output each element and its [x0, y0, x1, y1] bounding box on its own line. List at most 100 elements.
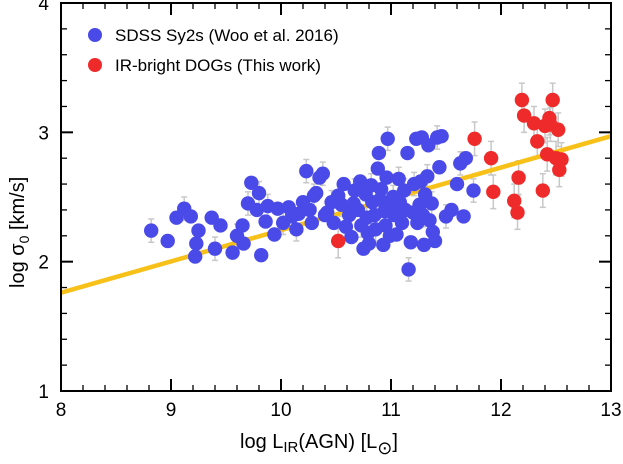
sdss-point	[213, 218, 228, 233]
y-tick-label: 3	[38, 123, 49, 144]
plot-frame	[60, 2, 612, 392]
points-group	[144, 92, 569, 277]
dog-point	[486, 184, 501, 200]
legend-marker-dogs	[88, 58, 102, 72]
sdss-point	[403, 235, 418, 250]
y-tick-label: 2	[38, 253, 49, 274]
sdss-point	[267, 227, 282, 242]
sdss-point	[289, 222, 304, 237]
sdss-point	[432, 160, 447, 175]
sdss-point	[258, 214, 273, 229]
sdss-point	[361, 236, 377, 251]
x-axis-label-prefix: log L	[240, 431, 283, 453]
x-tick-label: 9	[166, 400, 177, 421]
sdss-point	[270, 201, 285, 216]
sdss-point	[336, 176, 351, 192]
dog-point	[530, 134, 545, 149]
sdss-point	[389, 227, 404, 242]
dog-point	[554, 152, 569, 167]
dog-point	[510, 205, 525, 220]
sdss-point	[444, 202, 459, 218]
sdss-point	[291, 206, 306, 222]
sdss-point	[244, 175, 259, 190]
sdss-point	[191, 223, 206, 238]
x-tick-label: 11	[381, 400, 401, 421]
dog-point	[507, 193, 522, 209]
sdss-point	[456, 209, 471, 224]
y-axis-label: log σ0 [km/s]	[7, 177, 32, 288]
sdss-point	[251, 185, 267, 201]
sdss-point	[427, 233, 443, 249]
sdss-point	[160, 233, 175, 249]
sdss-point	[304, 215, 319, 231]
sdss-point	[299, 163, 314, 179]
y-axis-label-sub: 0	[16, 235, 32, 243]
x-tick-label: 13	[600, 400, 621, 421]
dog-point	[516, 108, 532, 123]
sdss-point	[422, 213, 437, 228]
sdss-point	[416, 237, 432, 253]
sdss-point	[249, 202, 264, 218]
dog-point	[545, 92, 560, 108]
plot-area	[61, 82, 611, 295]
sdss-point	[254, 248, 269, 263]
sdss-point	[236, 236, 251, 251]
sdss-point	[401, 262, 416, 277]
sdss-point	[371, 145, 387, 161]
x-axis-label-close: ]	[392, 431, 398, 453]
sdss-point	[394, 215, 410, 231]
sdss-point	[207, 241, 223, 256]
sdss-point	[373, 182, 389, 197]
legend-label-sdss: SDSS Sy2s (Woo et al. 2016)	[115, 26, 339, 45]
sdss-point	[183, 209, 198, 224]
sdss-point	[424, 196, 439, 211]
sdss-point	[315, 166, 330, 181]
legend-marker-sdss	[88, 28, 102, 42]
y-axis-label-suffix: [km/s]	[7, 177, 29, 236]
x-axis-label: log LIR(AGN) [L⊙]	[240, 431, 398, 458]
fit-group	[61, 134, 611, 295]
fit-line	[61, 134, 611, 295]
sdss-point	[189, 236, 204, 251]
dog-point	[535, 183, 550, 198]
axis-ticks	[60, 2, 612, 392]
sdss-point	[302, 202, 317, 218]
sdss-point	[466, 183, 481, 198]
dog-point	[526, 116, 542, 131]
sdss-point	[379, 170, 394, 185]
sdss-point	[334, 197, 349, 212]
sdss-point	[400, 145, 415, 161]
x-axis-label-sub: IR	[283, 439, 298, 456]
sdss-point	[235, 218, 250, 233]
legend-label-dogs: IR-bright DOGs (This work)	[115, 56, 321, 75]
x-tick-label: 8	[56, 400, 67, 421]
sdss-point	[188, 249, 203, 264]
dog-point	[483, 151, 499, 166]
dog-point	[511, 170, 526, 185]
x-tick-label: 12	[490, 400, 511, 421]
sdss-point	[225, 245, 240, 260]
x-tick-label: 10	[270, 400, 291, 421]
sdss-point	[353, 174, 368, 189]
sdss-point	[391, 171, 406, 187]
x-axis-label-sun: ⊙	[377, 438, 392, 458]
sdss-point	[420, 169, 435, 184]
x-axis-label-suffix: (AGN) [L	[298, 431, 377, 453]
sdss-point	[344, 229, 359, 245]
sdss-point	[326, 215, 341, 231]
dog-point	[331, 233, 346, 249]
sdss-point	[449, 176, 465, 192]
sdss-point	[458, 151, 473, 166]
dog-point	[467, 131, 482, 146]
dog-point	[551, 122, 566, 137]
sdss-point	[144, 223, 159, 238]
y-axis-label-prefix: log σ	[7, 243, 29, 288]
sdss-point	[434, 129, 449, 144]
sdss-point	[309, 185, 324, 201]
sdss-point	[370, 161, 385, 176]
dog-point	[514, 92, 530, 108]
y-tick-label: 1	[38, 382, 49, 403]
